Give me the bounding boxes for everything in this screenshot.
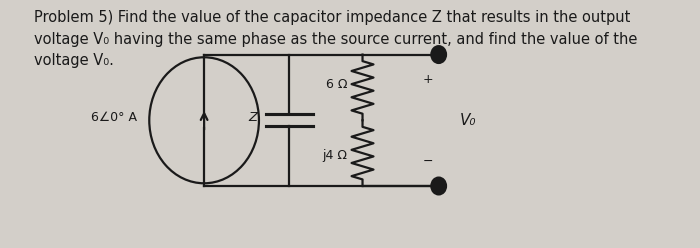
Text: Z: Z [248,111,257,124]
Ellipse shape [431,178,446,194]
Text: +: + [422,73,433,86]
Text: j4 Ω: j4 Ω [322,149,347,162]
Text: Problem 5) Find the value of the capacitor impedance Z that results in the outpu: Problem 5) Find the value of the capacit… [34,10,637,68]
Ellipse shape [431,46,446,63]
Text: 6 Ω: 6 Ω [326,78,347,92]
Text: −: − [423,155,433,168]
Text: 6∠0° A: 6∠0° A [91,111,137,124]
Text: V₀: V₀ [460,113,477,128]
